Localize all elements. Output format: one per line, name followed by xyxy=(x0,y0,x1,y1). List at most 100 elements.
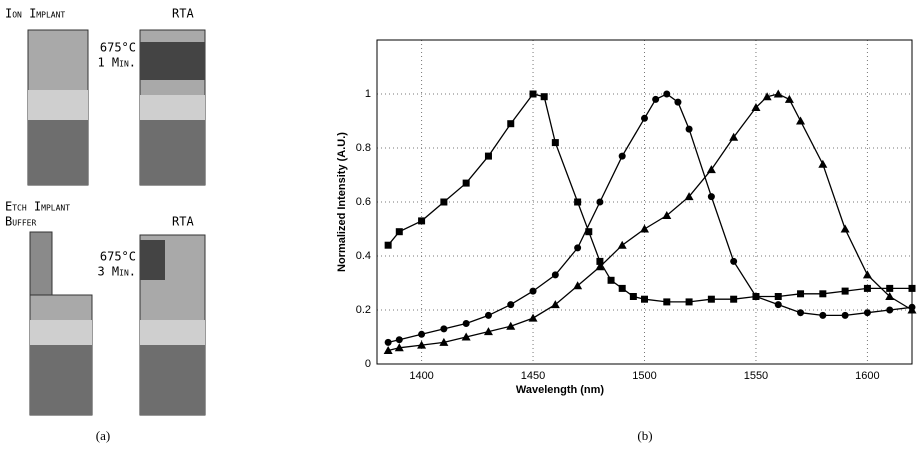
marker xyxy=(841,311,849,319)
y-tick-label: 0.2 xyxy=(356,304,371,316)
marker xyxy=(674,98,682,106)
marker xyxy=(528,313,538,322)
marker xyxy=(819,290,827,298)
marker xyxy=(707,295,715,303)
marker xyxy=(384,338,392,346)
marker xyxy=(707,193,715,201)
marker xyxy=(730,295,738,303)
layer xyxy=(28,90,88,120)
marker xyxy=(663,298,671,306)
x-tick-label: 1600 xyxy=(855,370,879,382)
marker xyxy=(595,262,605,271)
layer xyxy=(140,95,205,120)
marker xyxy=(540,93,548,101)
x-tick-label: 1400 xyxy=(409,370,433,382)
layer xyxy=(30,345,92,415)
marker xyxy=(652,95,660,103)
marker xyxy=(551,139,559,147)
marker xyxy=(529,287,537,295)
marker xyxy=(384,241,392,249)
marker xyxy=(863,309,871,317)
marker xyxy=(574,198,582,206)
marker xyxy=(440,325,448,333)
marker xyxy=(641,295,648,303)
marker xyxy=(439,337,449,346)
marker xyxy=(862,270,872,279)
marker xyxy=(640,224,649,233)
layer xyxy=(140,120,205,185)
y-tick-label: 0.6 xyxy=(356,196,371,208)
x-tick-label: 1450 xyxy=(521,370,545,382)
marker xyxy=(662,211,672,219)
marker xyxy=(550,300,560,309)
marker xyxy=(529,90,537,98)
marker xyxy=(729,132,739,141)
marker xyxy=(483,327,493,336)
condition: 3 Min. xyxy=(97,265,136,279)
marker xyxy=(773,89,783,98)
marker xyxy=(618,152,626,160)
marker xyxy=(507,120,515,128)
step-label: Buffer xyxy=(5,215,36,229)
marker xyxy=(394,343,404,352)
disordered-region xyxy=(140,42,205,80)
y-tick-label: 0.4 xyxy=(356,250,371,262)
marker xyxy=(585,228,593,236)
marker xyxy=(596,198,604,206)
marker xyxy=(440,198,448,206)
marker xyxy=(395,336,403,344)
marker xyxy=(886,306,894,314)
step-label: RTA xyxy=(172,7,194,21)
etched-buffer xyxy=(29,231,53,298)
condition: 675°C xyxy=(100,250,136,264)
plot-frame xyxy=(376,39,913,365)
marker xyxy=(551,271,559,279)
marker xyxy=(784,94,794,103)
caption: (b) xyxy=(637,428,652,443)
marker xyxy=(596,257,604,265)
marker xyxy=(484,311,492,319)
marker xyxy=(607,276,615,284)
marker xyxy=(383,346,393,354)
marker xyxy=(462,179,470,187)
marker xyxy=(663,90,671,98)
marker xyxy=(885,292,895,300)
line xyxy=(387,93,913,352)
marker xyxy=(629,293,637,300)
marker xyxy=(573,281,583,290)
y-tick-label: 1 xyxy=(365,88,371,100)
marker xyxy=(484,152,492,160)
line xyxy=(387,93,912,303)
y-tick-label: 0 xyxy=(365,358,371,370)
marker xyxy=(841,287,849,295)
marker xyxy=(395,228,403,236)
marker xyxy=(685,125,693,133)
disordered-region xyxy=(140,240,165,280)
marker xyxy=(818,159,828,168)
marker xyxy=(797,290,805,298)
marker xyxy=(706,165,716,174)
x-axis-label: Wavelength (nm) xyxy=(516,384,605,396)
marker xyxy=(762,92,772,101)
marker xyxy=(774,293,782,300)
condition: 1 Min. xyxy=(97,56,136,70)
x-tick-label: 1550 xyxy=(744,370,768,382)
marker xyxy=(461,332,471,341)
layer xyxy=(28,120,88,185)
marker xyxy=(751,103,761,111)
marker xyxy=(617,240,627,249)
marker xyxy=(840,224,850,233)
marker xyxy=(886,284,894,292)
step-label: Ion Implant xyxy=(5,7,65,21)
step-label: Etch Implant xyxy=(5,200,70,214)
marker xyxy=(506,321,516,330)
line xyxy=(387,93,913,344)
marker xyxy=(574,244,582,252)
marker xyxy=(863,284,871,292)
layer xyxy=(140,345,205,415)
marker xyxy=(618,284,626,292)
marker xyxy=(685,298,693,306)
marker xyxy=(417,340,427,349)
marker xyxy=(641,114,648,122)
